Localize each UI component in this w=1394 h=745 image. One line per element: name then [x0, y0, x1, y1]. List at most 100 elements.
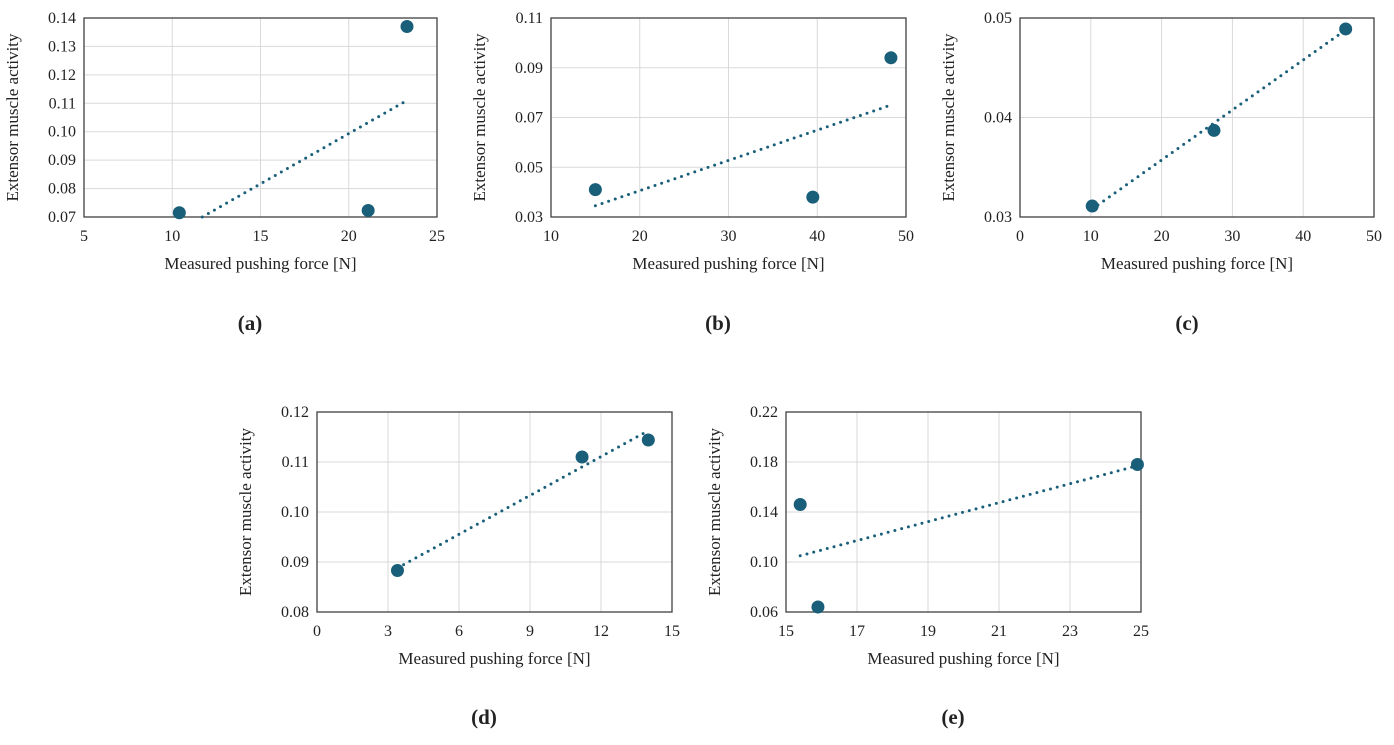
x-tick-label: 40 — [1295, 228, 1311, 245]
x-tick-label: 25 — [429, 228, 445, 245]
y-axis-label: Extensor muscle activity — [939, 33, 958, 202]
y-tick-label: 0.14 — [750, 504, 778, 521]
x-tick-label: 0 — [1016, 228, 1024, 245]
x-tick-label: 5 — [80, 228, 88, 245]
x-tick-label: 25 — [1133, 623, 1149, 640]
trendline — [200, 98, 409, 219]
data-point — [390, 564, 404, 577]
data-point — [884, 51, 898, 65]
y-tick-label: 0.12 — [48, 67, 76, 84]
x-tick-label: 40 — [809, 228, 825, 245]
x-axis-label: Measured pushing force [N] — [632, 254, 824, 273]
data-point — [588, 183, 602, 197]
x-tick-label: 20 — [1154, 228, 1170, 245]
x-tick-label: 19 — [920, 623, 936, 640]
x-tick-label: 17 — [849, 623, 865, 640]
panel-label: (b) — [705, 311, 731, 335]
x-tick-label: 50 — [1366, 228, 1382, 245]
x-tick-label: 3 — [384, 623, 392, 640]
data-point — [806, 190, 820, 204]
y-tick-label: 0.22 — [750, 404, 778, 421]
y-tick-label: 0.05 — [515, 159, 543, 176]
x-tick-label: 23 — [1062, 623, 1078, 640]
chart-panel-a: 5 10 15 20 25 0.07 0.08 0.09 0.10 0.11 0.12 0.13 0.1… — [3, 10, 445, 335]
plot-area-frame — [83, 17, 438, 218]
data-point — [172, 206, 186, 220]
y-tick-label: 0.11 — [49, 95, 76, 112]
data-point — [575, 450, 589, 464]
x-tick-label: 21 — [991, 623, 1007, 640]
x-tick-label: 50 — [898, 228, 914, 245]
x-axis-label: Measured pushing force [N] — [1101, 254, 1293, 273]
y-axis-label: Extensor muscle activity — [236, 427, 255, 596]
y-tick-label: 0.13 — [48, 38, 76, 55]
trendline — [395, 430, 648, 570]
x-axis-label: Measured pushing force [N] — [398, 649, 590, 668]
data-point — [361, 203, 375, 217]
panel-label: (c) — [1175, 311, 1198, 335]
data-point — [793, 498, 807, 511]
y-tick-label: 0.04 — [984, 110, 1012, 127]
trendline — [798, 464, 1139, 558]
data-point — [400, 20, 414, 34]
y-tick-label: 0.05 — [984, 10, 1012, 27]
y-tick-label: 0.10 — [281, 504, 309, 521]
x-tick-label: 30 — [1224, 228, 1240, 245]
x-tick-label: 12 — [593, 623, 609, 640]
plot-area-frame — [785, 411, 1142, 613]
x-tick-label: 0 — [313, 623, 321, 640]
chart-panel-b: 10 20 30 40 50 0.03 0.05 0.07 0.09 0.11 Measured p… — [470, 10, 914, 335]
x-tick-label: 20 — [341, 228, 357, 245]
chart-panel-e: 15 17 19 21 23 25 0.06 0.10 0.14 0.18 0.22 Measured… — [705, 404, 1149, 729]
panel-label: (a) — [238, 311, 263, 335]
y-tick-label: 0.11 — [516, 10, 543, 27]
y-tick-label: 0.18 — [750, 454, 778, 471]
y-tick-label: 0.03 — [984, 209, 1012, 226]
x-tick-label: 15 — [664, 623, 680, 640]
data-point — [641, 433, 655, 447]
y-axis-label: Extensor muscle activity — [705, 427, 724, 596]
y-tick-label: 0.09 — [281, 554, 309, 571]
plot-area-frame — [316, 411, 673, 613]
y-axis-label: Extensor muscle activity — [3, 33, 22, 202]
data-point — [1085, 199, 1099, 213]
y-tick-label: 0.07 — [48, 209, 76, 226]
x-axis-label: Measured pushing force [N] — [164, 254, 356, 273]
x-tick-label: 10 — [1083, 228, 1099, 245]
y-tick-label: 0.09 — [515, 60, 543, 77]
x-tick-label: 15 — [778, 623, 794, 640]
y-tick-label: 0.10 — [48, 124, 76, 141]
x-tick-label: 15 — [253, 228, 269, 245]
trendline — [593, 103, 893, 208]
y-tick-label: 0.11 — [282, 454, 309, 471]
x-tick-label: 6 — [455, 623, 463, 640]
chart-panel-c: 0 10 20 30 40 50 0.03 0.04 0.05 Measured pushing … — [939, 10, 1382, 335]
y-tick-label: 0.07 — [515, 110, 543, 127]
chart-panel-d: 0 3 6 9 12 15 0.08 0.09 0.10 0.11 0.12 Measured pus… — [236, 404, 680, 729]
data-point — [811, 600, 825, 614]
y-tick-label: 0.09 — [48, 152, 76, 169]
y-tick-label: 0.10 — [750, 554, 778, 571]
x-tick-label: 10 — [164, 228, 180, 245]
panel-label: (d) — [471, 705, 497, 729]
data-point — [1207, 123, 1221, 137]
panel-label: (e) — [941, 705, 964, 729]
y-tick-label: 0.08 — [48, 181, 76, 198]
x-tick-label: 30 — [721, 228, 737, 245]
plot-area-frame — [1019, 17, 1375, 218]
data-point — [1130, 458, 1144, 471]
y-tick-label: 0.08 — [281, 604, 309, 621]
x-axis-label: Measured pushing force [N] — [867, 649, 1059, 668]
x-tick-label: 10 — [543, 228, 559, 245]
y-tick-label: 0.12 — [281, 404, 309, 421]
x-tick-label: 20 — [632, 228, 648, 245]
y-axis-label: Extensor muscle activity — [470, 33, 489, 202]
trendline — [1090, 28, 1348, 211]
y-tick-label: 0.14 — [48, 10, 76, 27]
plot-area-frame — [550, 17, 907, 218]
x-tick-label: 9 — [526, 623, 534, 640]
y-tick-label: 0.03 — [515, 209, 543, 226]
data-point — [1339, 22, 1353, 36]
y-tick-label: 0.06 — [750, 604, 778, 621]
